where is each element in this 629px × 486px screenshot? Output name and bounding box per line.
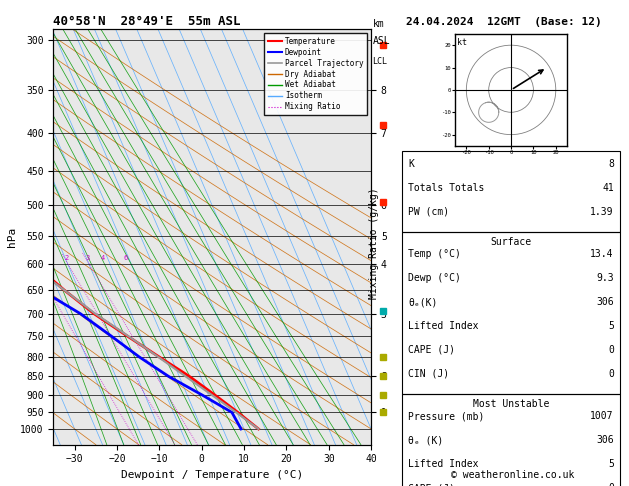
Text: Most Unstable: Most Unstable	[473, 399, 549, 409]
Text: © weatheronline.co.uk: © weatheronline.co.uk	[451, 470, 574, 480]
Text: 306: 306	[596, 435, 614, 445]
Text: 0: 0	[608, 345, 614, 355]
Text: 2: 2	[64, 255, 69, 261]
Text: 0: 0	[608, 369, 614, 379]
Text: PW (cm): PW (cm)	[408, 207, 450, 217]
Text: 41: 41	[602, 183, 614, 193]
Text: Lifted Index: Lifted Index	[408, 321, 479, 331]
Text: 306: 306	[596, 297, 614, 307]
Text: 13.4: 13.4	[590, 249, 614, 260]
Text: kt: kt	[457, 38, 467, 48]
Text: 8: 8	[608, 159, 614, 169]
X-axis label: Dewpoint / Temperature (°C): Dewpoint / Temperature (°C)	[121, 470, 303, 480]
Y-axis label: hPa: hPa	[8, 227, 18, 247]
Text: 4: 4	[101, 255, 105, 261]
Text: 40°58'N  28°49'E  55m ASL: 40°58'N 28°49'E 55m ASL	[53, 15, 241, 28]
Text: 9.3: 9.3	[596, 273, 614, 283]
Text: Totals Totals: Totals Totals	[408, 183, 485, 193]
Text: 5: 5	[608, 459, 614, 469]
Text: CAPE (J): CAPE (J)	[408, 483, 455, 486]
Text: Temp (°C): Temp (°C)	[408, 249, 461, 260]
Text: Pressure (mb): Pressure (mb)	[408, 412, 485, 421]
Text: Lifted Index: Lifted Index	[408, 459, 479, 469]
Bar	[402, 394, 620, 486]
Text: θₑ(K): θₑ(K)	[408, 297, 438, 307]
Text: CAPE (J): CAPE (J)	[408, 345, 455, 355]
Text: K: K	[408, 159, 415, 169]
Text: Dewp (°C): Dewp (°C)	[408, 273, 461, 283]
Text: 1007: 1007	[590, 412, 614, 421]
Text: ASL: ASL	[373, 36, 391, 47]
Text: CIN (J): CIN (J)	[408, 369, 450, 379]
Bar	[402, 152, 620, 232]
Text: 1.39: 1.39	[590, 207, 614, 217]
Text: km: km	[373, 19, 385, 30]
Bar	[402, 232, 620, 394]
Text: 0: 0	[608, 483, 614, 486]
Text: 5: 5	[608, 321, 614, 331]
Legend: Temperature, Dewpoint, Parcel Trajectory, Dry Adiabat, Wet Adiabat, Isotherm, Mi: Temperature, Dewpoint, Parcel Trajectory…	[264, 33, 367, 115]
Text: LCL: LCL	[372, 57, 387, 66]
Text: θₑ (K): θₑ (K)	[408, 435, 443, 445]
Text: Mixing Ratio (g/kg): Mixing Ratio (g/kg)	[369, 187, 379, 299]
Text: 3: 3	[86, 255, 89, 261]
Text: 6: 6	[124, 255, 128, 261]
Text: Surface: Surface	[491, 237, 532, 247]
Text: 24.04.2024  12GMT  (Base: 12): 24.04.2024 12GMT (Base: 12)	[406, 17, 601, 27]
